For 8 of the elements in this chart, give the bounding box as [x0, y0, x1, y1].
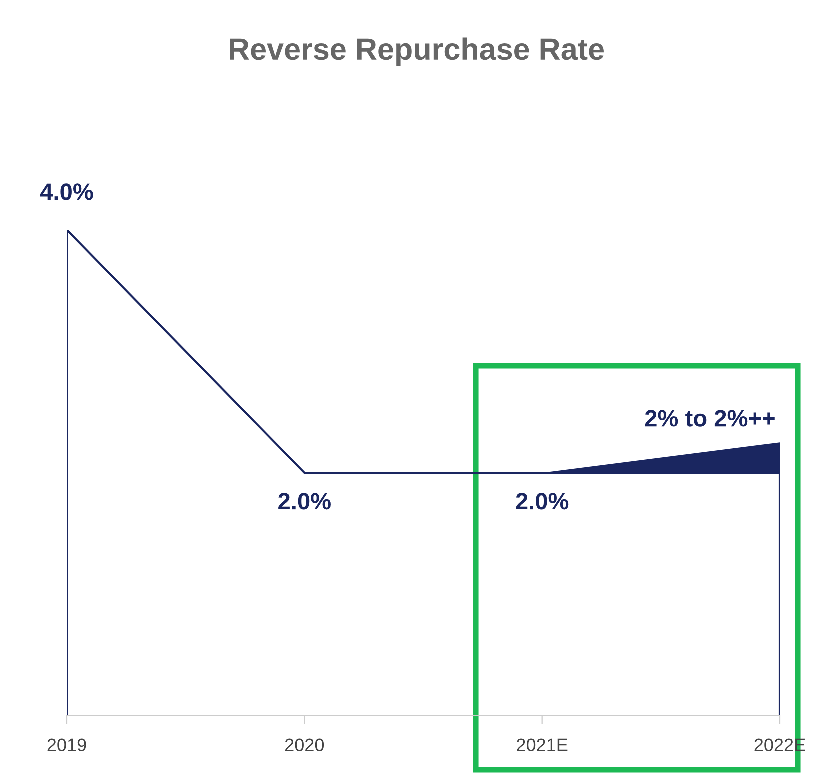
x-tick-label: 2020 [285, 738, 324, 752]
data-label: 4.0% [40, 184, 94, 200]
x-tick-label: 2019 [48, 738, 86, 752]
data-label: 2.0% [516, 493, 569, 510]
annotation: 2% to 2%++ [645, 410, 775, 427]
chart-title: Reverse Repurchase Rate [230, 38, 604, 66]
data-label: 2.0% [278, 493, 331, 510]
x-tick-label: 2021E [517, 738, 568, 752]
